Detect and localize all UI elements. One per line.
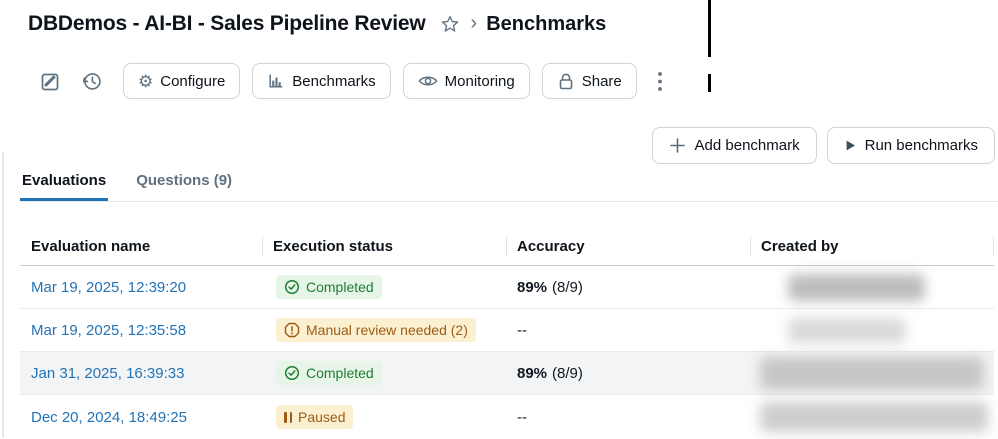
created-by-cell [750, 395, 994, 439]
evaluation-link[interactable]: Mar 19, 2025, 12:39:20 [31, 278, 187, 296]
accuracy-cell: 89% (8/9) [517, 278, 583, 296]
gear-icon: ⚙ [138, 71, 154, 91]
column-header-created-by: Created by [750, 228, 994, 265]
table-header: Evaluation name Execution status Accurac… [20, 228, 994, 266]
column-header-evaluation-name: Evaluation name [31, 238, 151, 255]
created-by-cell [750, 309, 994, 351]
tab-evaluations[interactable]: Evaluations [20, 170, 109, 201]
tab-bar: Evaluations Questions (9) [20, 170, 998, 202]
cursor-artifact-dash [708, 74, 711, 92]
status-badge: Manual review needed (2) [276, 318, 476, 342]
kebab-menu-icon[interactable] [651, 67, 669, 96]
cursor-artifact-line [708, 0, 711, 57]
configure-button[interactable]: ⚙ Configure [123, 63, 241, 99]
redacted-created-by [760, 402, 988, 432]
accuracy-cell: -- [517, 321, 527, 339]
evaluation-link[interactable]: Mar 19, 2025, 12:35:58 [31, 321, 187, 339]
warning-octagon-icon [284, 322, 300, 338]
check-circle-icon [284, 365, 300, 381]
evaluation-link[interactable]: Jan 31, 2025, 16:39:33 [31, 364, 185, 382]
table-row[interactable]: Mar 19, 2025, 12:39:20 Completed 89% (8/… [20, 266, 994, 309]
status-badge: Paused [276, 405, 354, 429]
toolbar: ⚙ Configure Benchmarks Monitoring Share [36, 62, 669, 100]
table-row[interactable]: Mar 19, 2025, 12:35:58 Manual review nee… [20, 309, 994, 352]
lock-icon [557, 72, 575, 91]
column-header-execution-status: Execution status [262, 228, 506, 265]
header: DBDemos - AI-BI - Sales Pipeline Review … [28, 12, 606, 36]
status-badge: Completed [276, 361, 382, 385]
panel-edge-divider [2, 152, 4, 438]
check-circle-icon [284, 279, 300, 295]
pause-icon [284, 411, 292, 423]
plus-icon [669, 137, 686, 154]
breadcrumb-separator: › [470, 11, 478, 34]
page-title: DBDemos - AI-BI - Sales Pipeline Review [28, 12, 426, 35]
bar-chart-icon [267, 72, 285, 90]
add-benchmark-button[interactable]: Add benchmark [651, 127, 817, 164]
run-benchmarks-button[interactable]: Run benchmarks [826, 127, 995, 164]
benchmarks-button[interactable]: Benchmarks [252, 63, 391, 99]
redacted-created-by [788, 274, 925, 301]
accuracy-cell: -- [517, 408, 527, 426]
share-button[interactable]: Share [541, 63, 637, 99]
created-by-cell [750, 266, 994, 308]
table-row[interactable]: Jan 31, 2025, 16:39:33 Completed 89% (8/… [20, 352, 994, 395]
monitoring-button[interactable]: Monitoring [402, 63, 530, 99]
created-by-cell [750, 352, 994, 394]
redacted-created-by [788, 318, 906, 343]
history-icon[interactable] [78, 67, 106, 95]
evaluations-table: Evaluation name Execution status Accurac… [20, 228, 994, 439]
favorite-star-icon[interactable] [440, 14, 460, 34]
table-row[interactable]: Dec 20, 2024, 18:49:25 Paused -- [20, 395, 994, 439]
edit-icon[interactable] [36, 67, 64, 95]
benchmark-actions: Add benchmark Run benchmarks [651, 127, 995, 164]
tab-questions[interactable]: Questions (9) [136, 172, 233, 189]
redacted-created-by [760, 357, 984, 390]
breadcrumb-current: Benchmarks [486, 12, 607, 35]
status-badge: Completed [276, 275, 382, 299]
eye-icon [418, 73, 438, 89]
accuracy-cell: 89% (8/9) [517, 364, 583, 382]
evaluation-link[interactable]: Dec 20, 2024, 18:49:25 [31, 408, 187, 426]
column-header-accuracy: Accuracy [506, 228, 750, 265]
play-icon [844, 139, 856, 152]
